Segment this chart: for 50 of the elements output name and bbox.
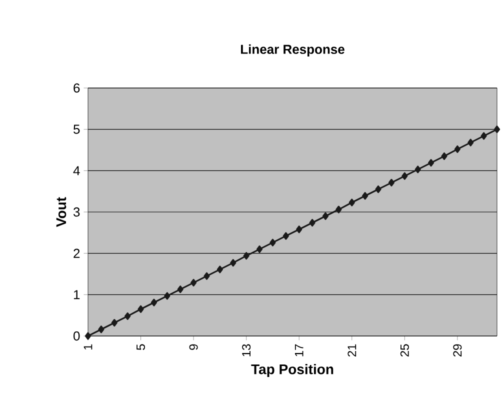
- point: [243, 252, 250, 260]
- x-tick-label: 25: [400, 344, 409, 357]
- point: [296, 226, 302, 234]
- point: [322, 212, 329, 220]
- point: [309, 218, 316, 227]
- x-axis-title: Tap Position: [251, 364, 334, 378]
- point: [454, 145, 460, 153]
- x-tick-label: 17: [294, 344, 304, 356]
- point: [177, 286, 184, 294]
- point: [111, 318, 118, 327]
- x-tick-label: 21: [348, 344, 356, 357]
- point: [414, 166, 421, 174]
- point: [138, 305, 144, 313]
- y-tick-label: 6: [74, 83, 80, 93]
- point: [441, 152, 448, 160]
- point: [282, 232, 289, 240]
- x-tick-label: 9: [189, 344, 198, 350]
- y-axis-title: Vout: [56, 197, 66, 227]
- point: [348, 198, 355, 206]
- x-tick-label: 29: [453, 344, 462, 357]
- point: [388, 178, 394, 186]
- x-tick-label: 5: [136, 344, 145, 350]
- y-tick-label: 0: [74, 331, 80, 341]
- point: [428, 159, 434, 167]
- point: [204, 272, 210, 280]
- point: [336, 206, 342, 214]
- point: [468, 138, 474, 146]
- y-tick-label: 3: [74, 207, 80, 217]
- point: [402, 172, 408, 180]
- point: [230, 259, 236, 267]
- x-tick-label: 1: [84, 344, 92, 350]
- point: [270, 238, 276, 246]
- y-tick-label: 4: [73, 166, 80, 176]
- point: [84, 332, 92, 340]
- y-tick-label: 2: [74, 248, 80, 258]
- point: [494, 126, 500, 134]
- point: [164, 292, 170, 300]
- point: [480, 132, 487, 140]
- point: [375, 185, 382, 194]
- point: [190, 278, 197, 286]
- y-tick-label: 1: [74, 290, 80, 300]
- point: [98, 326, 104, 334]
- chart-title: Linear Response: [241, 44, 344, 57]
- point: [216, 266, 223, 274]
- x-tick-label: 13: [242, 344, 251, 356]
- y-tick-label: 5: [74, 124, 80, 134]
- point: [150, 298, 158, 306]
- point: [362, 192, 368, 200]
- point: [124, 312, 131, 320]
- point: [256, 245, 263, 253]
